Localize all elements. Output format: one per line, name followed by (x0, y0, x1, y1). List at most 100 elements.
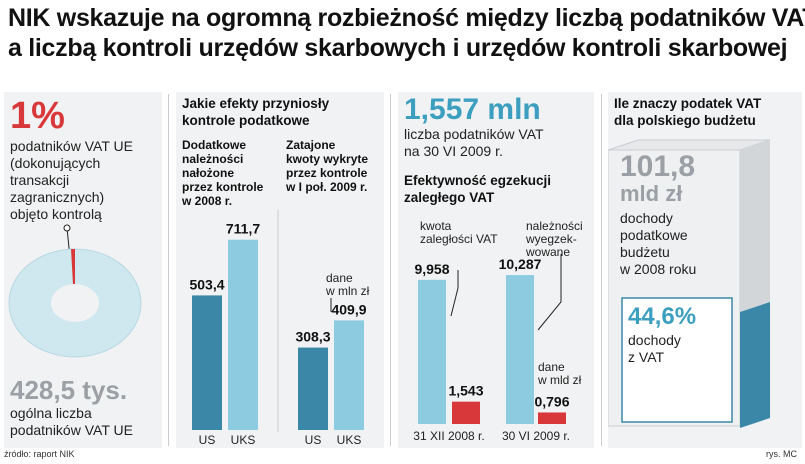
callout-line: kwota (420, 219, 452, 233)
panel3-bar-chart: 9,958 1,543 31 XII 2008 r. 10,287 0,796 30 VI… (413, 254, 570, 443)
vat-desc-line: liczba podatników VAT (404, 126, 544, 142)
bar-us (192, 295, 222, 430)
budget-desc-line: budżetu (620, 244, 670, 260)
panel1-desc-line: (dokonujących (10, 155, 101, 171)
vat-share-box (621, 297, 733, 423)
panel3-header-line: zaległego VAT (404, 190, 495, 205)
total-desc-line: podatników VAT UE (10, 422, 133, 438)
budget-income-desc: dochody podatkowe budżetu w 2008 roku (620, 210, 696, 278)
enforcement-bars: 9,958 1,543 31 XII 2008 r. 10,287 0,796 30 VI… (413, 256, 570, 443)
panel2-header: Jakie efekty przyniosły kontrole podatko… (182, 95, 329, 129)
total-taxpayers-value: 428,5 tys. (10, 375, 128, 405)
total-desc-line: ogólna liczba (10, 405, 92, 421)
budget-income-value: 101,8 (620, 150, 696, 183)
subheader-line: kwoty wykryte (286, 152, 369, 166)
bars-2009: 308,3 US 409,9 UKS (295, 301, 366, 447)
bar-arrears (418, 279, 446, 424)
callout-collected-leader (537, 254, 562, 331)
panel4-header: Ile znaczy podatek VAT dla polskiego bud… (614, 95, 761, 129)
callout-line: wyegzek- (526, 232, 577, 246)
vat-share-value: 44,6% (628, 303, 697, 330)
panel2-unit-note: dane w mln zł (326, 272, 369, 298)
subheader-line: przez kontrole (182, 180, 264, 194)
vat-share-desc-line: dochody (628, 332, 681, 348)
bar-value-label: 1,543 (448, 383, 483, 399)
subheader-line: należności (182, 152, 244, 166)
credit-note: rys. MC (766, 449, 797, 459)
subheader-line: przez kontrole (286, 166, 368, 180)
panel2-header-line: Jakie efekty przyniosły (182, 96, 330, 111)
bars-2008: 503,4 US 711,7 UKS (189, 221, 260, 447)
panel3-unit-note: dane w mld zł (538, 361, 581, 387)
panel1-desc: podatników VAT UE (dokonujących transakc… (10, 138, 133, 223)
unit-note-line: dane (538, 360, 565, 374)
panel2-header-line: kontrole podatkowe (182, 113, 310, 128)
panel3-header: Efektywność egzekucji zaległego VAT (404, 172, 551, 206)
title-line-1: NIK wskazuje na ogromną rozbieżność międ… (8, 4, 805, 32)
panel3-header-line: Efektywność egzekucji (404, 173, 552, 188)
bar-value-label: 0,796 (534, 393, 569, 409)
bar-value-label: 308,3 (295, 329, 330, 345)
subheader-line: nałożone (182, 166, 235, 180)
pie-controlled-slice (71, 249, 75, 284)
axis-label: US (199, 433, 216, 447)
subheader-line: Dodatkowe (182, 138, 247, 152)
budget-desc-line: podatkowe (620, 227, 688, 243)
subheader-line: w I poł. 2009 r. (286, 180, 368, 194)
column-side (740, 140, 770, 312)
bar-value-label: 409,9 (331, 301, 366, 317)
bar-uks (334, 320, 364, 430)
vat-share-desc-line: z VAT (628, 349, 665, 365)
callout-line: wowane (526, 245, 571, 259)
separator-3 (601, 94, 602, 446)
separator-2 (390, 94, 391, 446)
panel4-header-line: dla polskiego budżetu (614, 113, 756, 128)
vat-share-desc: dochody z VAT (628, 332, 681, 366)
bar-us (298, 347, 328, 430)
separator-1 (168, 94, 169, 446)
bar-arrears (506, 275, 534, 424)
bar-value-label: 10,287 (499, 256, 542, 272)
source-note: źródło: raport NIK (4, 449, 75, 459)
bar-value-label: 711,7 (226, 221, 260, 237)
unit-note-line: w mln zł (326, 284, 370, 298)
axis-label: 30 VI 2009 r. (502, 429, 570, 443)
column-vat-side (740, 302, 770, 428)
panel1-desc-line: transakcji (10, 172, 70, 188)
pie-hole (51, 284, 99, 322)
panel1-desc-line: objęto kontrolą (10, 206, 102, 222)
bar-value-label: 503,4 (189, 276, 224, 292)
panel4-header-line: Ile znaczy podatek VAT (614, 96, 762, 111)
panel2-right-subheader: Zatajone kwoty wykryte przez kontrole w … (286, 138, 368, 194)
budget-desc-line: dochody (620, 210, 673, 226)
panel2-left-subheader: Dodatkowe należności nałożone przez kont… (182, 138, 263, 208)
pie-chart (8, 224, 142, 358)
panel1-desc-line: podatników VAT UE (10, 138, 133, 154)
subheader-line: Zatajone (286, 138, 336, 152)
panel2-bar-charts: 503,4 US 711,7 UKS 308,3 US 409,9 UKS (189, 210, 367, 447)
bar-value-label: 9,958 (414, 261, 449, 277)
percent-controlled: 1% (10, 95, 65, 137)
budget-income-unit: mld zł (620, 181, 683, 206)
vat-taxpayers-desc: liczba podatników VAT na 30 VI 2009 r. (404, 126, 544, 160)
title-line-2: a liczbą kontroli urzędów skarbowych i u… (8, 34, 788, 62)
budget-desc-line: w 2008 roku (620, 261, 697, 277)
callout-line: należności (526, 219, 583, 233)
vat-taxpayers-value: 1,557 mln (404, 93, 541, 126)
axis-label: UKS (231, 433, 256, 447)
unit-note-line: w mld zł (538, 373, 582, 387)
unit-note-line: dane (326, 271, 353, 285)
callout-line: zaległości VAT (420, 232, 498, 246)
callout-arrears: kwota zaległości VAT (420, 220, 498, 246)
callout-arrears-leader (450, 270, 459, 317)
total-taxpayers-desc: ogólna liczba podatników VAT UE (10, 405, 133, 439)
axis-label: US (305, 433, 322, 447)
vat-desc-line: na 30 VI 2009 r. (404, 143, 503, 159)
budget-column (608, 139, 771, 428)
subheader-line: w 2008 r. (182, 194, 233, 208)
panel1-desc-line: zagranicznych) (10, 189, 105, 205)
pie-leader-dot (63, 224, 71, 232)
bar-uks (228, 239, 258, 430)
axis-label: UKS (337, 433, 362, 447)
callout-collected: należności wyegzek- wowane (526, 220, 583, 259)
